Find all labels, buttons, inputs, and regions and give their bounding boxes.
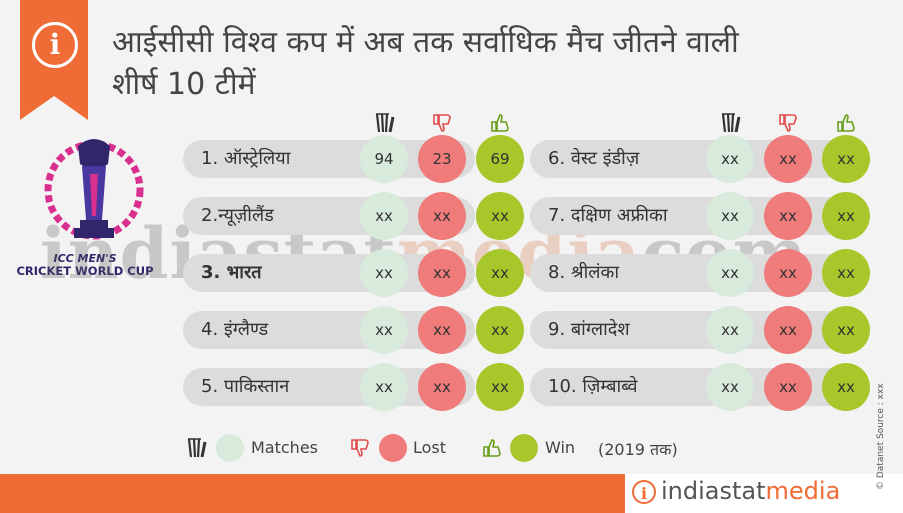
matches-value: xx bbox=[706, 363, 754, 411]
win-value: xx bbox=[476, 306, 524, 354]
legend-win-dot bbox=[510, 434, 538, 462]
team-name: 10. ज़िम्बाब्वे bbox=[548, 376, 638, 397]
team-name: 2.न्यूज़ीलैंड bbox=[201, 205, 274, 226]
legend-matches-dot bbox=[216, 434, 244, 462]
table-row: 10. ज़िम्बाब्वे bbox=[530, 368, 870, 406]
matches-value: xx bbox=[360, 192, 408, 240]
team-name: 5. पाकिस्तान bbox=[201, 376, 290, 397]
thumbs-up-icon bbox=[832, 110, 860, 136]
match-icon bbox=[716, 110, 744, 136]
lost-value: xx bbox=[418, 192, 466, 240]
legend-thumbs-up-icon bbox=[478, 435, 506, 461]
logo-text-icc: ICC MEN'S bbox=[53, 252, 117, 265]
win-value: xx bbox=[476, 249, 524, 297]
icc-trophy-logo bbox=[44, 139, 144, 240]
brand-logo: i indiastatmedia bbox=[625, 474, 903, 513]
match-icon bbox=[370, 110, 398, 136]
lost-value: 23 bbox=[418, 135, 466, 183]
team-name: 3. भारत bbox=[201, 262, 262, 283]
legend-win-label: Win bbox=[545, 438, 576, 457]
win-value: xx bbox=[476, 363, 524, 411]
logo-text-cwc: CRICKET WORLD CUP bbox=[16, 264, 154, 278]
team-name: 8. श्रीलंका bbox=[548, 262, 619, 283]
lost-value: xx bbox=[764, 249, 812, 297]
team-name: 7. दक्षिण अफ्रीका bbox=[548, 205, 668, 226]
win-value: xx bbox=[476, 192, 524, 240]
info-icon: i bbox=[32, 22, 78, 68]
table-row: 6. वेस्ट इंडीज़ bbox=[530, 140, 870, 178]
lost-value: xx bbox=[418, 306, 466, 354]
win-value: xx bbox=[822, 192, 870, 240]
team-name: 6. वेस्ट इंडीज़ bbox=[548, 148, 640, 169]
lost-value: xx bbox=[764, 135, 812, 183]
lost-value: xx bbox=[764, 192, 812, 240]
team-name: 1. ऑस्ट्रेलिया bbox=[201, 148, 291, 169]
win-value: 69 bbox=[476, 135, 524, 183]
info-badge: i bbox=[20, 0, 88, 120]
matches-value: xx bbox=[706, 306, 754, 354]
win-value: xx bbox=[822, 249, 870, 297]
legend-match-icon bbox=[182, 435, 210, 461]
lost-value: xx bbox=[764, 306, 812, 354]
brand-info-icon: i bbox=[632, 480, 656, 504]
legend-matches-label: Matches bbox=[251, 438, 318, 457]
table-row: 9. बांग्लादेश bbox=[530, 311, 870, 349]
matches-value: 94 bbox=[360, 135, 408, 183]
matches-value: xx bbox=[360, 306, 408, 354]
page-title: आईसीसी विश्व कप में अब तक सर्वाधिक मैच ज… bbox=[112, 22, 872, 106]
source-credit: © Datanet Source : xxx bbox=[876, 383, 886, 490]
lost-value: xx bbox=[418, 249, 466, 297]
title-line-2: शीर्ष 10 टीमें bbox=[112, 67, 256, 102]
matches-value: xx bbox=[706, 249, 754, 297]
win-value: xx bbox=[822, 363, 870, 411]
table-row: 8. श्रीलंका bbox=[530, 254, 870, 292]
legend-lost-label: Lost bbox=[413, 438, 447, 457]
team-name: 4. इंग्लैण्ड bbox=[201, 319, 269, 340]
title-line-1: आईसीसी विश्व कप में अब तक सर्वाधिक मैच ज… bbox=[112, 25, 739, 60]
win-value: xx bbox=[822, 135, 870, 183]
thumbs-down-icon bbox=[428, 110, 456, 136]
lost-value: xx bbox=[418, 363, 466, 411]
win-value: xx bbox=[822, 306, 870, 354]
brand-name-part1: indiastat bbox=[661, 477, 766, 505]
table-row: 7. दक्षिण अफ्रीका bbox=[530, 197, 870, 235]
team-name: 9. बांग्लादेश bbox=[548, 319, 630, 340]
thumbs-up-icon bbox=[486, 110, 514, 136]
matches-value: xx bbox=[360, 363, 408, 411]
legend-note: (2019 तक) bbox=[598, 440, 678, 459]
brand-name-part2: media bbox=[765, 477, 841, 505]
matches-value: xx bbox=[706, 192, 754, 240]
thumbs-down-icon bbox=[774, 110, 802, 136]
legend-thumbs-down-icon bbox=[346, 435, 374, 461]
matches-value: xx bbox=[360, 249, 408, 297]
lost-value: xx bbox=[764, 363, 812, 411]
matches-value: xx bbox=[706, 135, 754, 183]
legend-lost-dot bbox=[379, 434, 407, 462]
footer-bar bbox=[0, 474, 625, 513]
